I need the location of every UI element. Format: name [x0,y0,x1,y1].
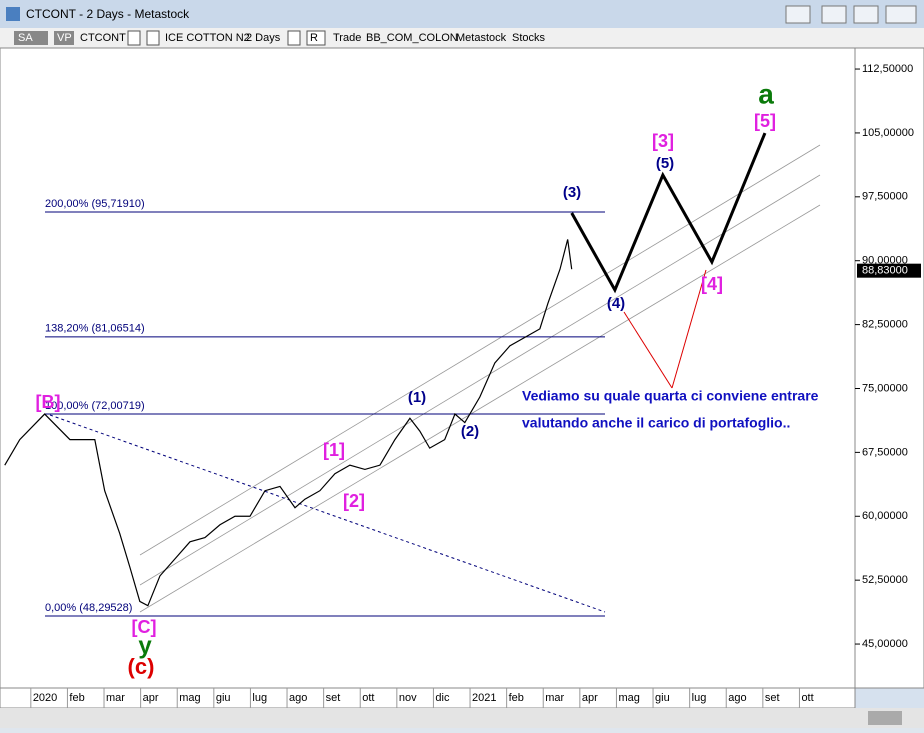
y-tick-label: 90,00000 [862,255,908,267]
toolbar-item: VP [57,32,72,44]
title-bar [0,0,924,28]
toolbar-item: 2 Days [246,32,281,44]
x-tick-label: ott [362,692,374,704]
wave-label: (3) [563,184,581,201]
x-tick-label: 2021 [472,692,496,704]
fib-label: 0,00% (48,29528) [45,602,132,614]
x-tick-label: ago [289,692,307,704]
wave-label: (2) [461,423,479,440]
wave-label: a [758,78,774,109]
y-tick-label: 67,50000 [862,446,908,458]
x-tick-label: feb [509,692,524,704]
y-tick-label: 105,00000 [862,127,914,139]
x-tick-label: apr [143,692,159,704]
x-tick-label: ott [801,692,813,704]
wave-label: [5] [754,111,776,131]
x-tick-label: lug [252,692,267,704]
dropdown[interactable] [127,30,141,46]
fib-label: 100,00% (72,00719) [45,400,145,412]
wave-label: [3] [652,131,674,151]
toolbar-item: ICE COTTON N2 [165,32,250,44]
x-tick-label: mag [618,692,639,704]
wave-label: [2] [343,491,365,511]
app-icon [6,7,20,21]
scroll-thumb[interactable] [868,711,902,725]
sa-button[interactable] [14,31,48,45]
x-tick-label: giu [216,692,231,704]
wave-label: (c) [128,654,155,679]
toolbar-item: BB_COM_COLON [366,32,458,44]
toolbar-item: R [310,32,318,44]
channel-line [139,204,821,613]
x-tick-label: ago [728,692,746,704]
wave-label: [4] [701,274,723,294]
x-tick-label: set [765,692,780,704]
channel-line [139,174,821,586]
wave-label: (4) [607,295,625,312]
x-tick-label: lug [692,692,707,704]
wave-label: y [138,632,152,659]
time-axis [0,687,856,709]
close-button[interactable] [885,5,917,24]
y-tick-label: 52,50000 [862,574,908,586]
wave-label: [B] [36,392,61,412]
y-tick-label: 45,00000 [862,638,908,650]
last-price-box [857,263,921,278]
toolbar-item: SA [18,32,33,44]
projection-path [570,132,767,294]
restore-all-button[interactable] [785,5,811,24]
toolbar [0,28,924,48]
window-title: CTCONT - 2 Days - Metastock [26,7,190,21]
vp-button[interactable] [54,31,74,45]
x-tick-label: 2020 [33,692,57,704]
x-tick-label: mag [179,692,200,704]
r-dropdown[interactable] [306,30,326,46]
toolbar-item: Metastock [456,32,507,44]
last-price-label: 88,83000 [862,265,908,277]
dropdown[interactable] [146,30,160,46]
fib-label: 138,20% (81,06514) [45,323,145,335]
toolbar-item: Trade [333,32,361,44]
y-tick-label: 112,50000 [862,63,913,75]
wave-label: [1] [323,440,345,460]
y-tick-label: 75,00000 [862,382,908,394]
annotation: Vediamo su quale quarta ci conviene entr… [522,388,819,404]
y-tick-label: 60,00000 [862,510,908,522]
maximize-button[interactable] [853,5,879,24]
plot-area [0,47,856,689]
trend-line [49,414,606,613]
wave-label: (5) [656,155,674,172]
annotation: valutando anche il carico di portafoglio… [522,415,790,431]
x-tick-label: feb [69,692,84,704]
x-tick-label: apr [582,692,598,704]
x-tick-label: mar [106,692,125,704]
x-tick-label: giu [655,692,670,704]
toolbar-item: CTCONT [80,32,126,44]
x-tick-label: mar [545,692,564,704]
wave-label: [C] [132,617,157,637]
annotation-pointer [671,269,707,389]
x-tick-label: dic [435,692,450,704]
wave-label: (1) [408,389,426,406]
price-line [4,239,573,607]
y-tick-label: 97,50000 [862,191,908,203]
x-tick-label: nov [399,692,417,704]
toolbar-item: Stocks [512,32,546,44]
x-tick-label: set [326,692,341,704]
dropdown[interactable] [287,30,301,46]
y-tick-label: 82,50000 [862,319,908,331]
channel-line [139,144,821,556]
chart: 112,50000 105,00000 97,50000 90,00000 82,500… [4,63,921,708]
minimize-button[interactable] [821,5,847,24]
price-axis [854,47,924,689]
fib-label: 200,00% (95,71910) [45,198,145,210]
scrollbar[interactable] [0,708,924,728]
annotation-pointer [623,311,673,389]
